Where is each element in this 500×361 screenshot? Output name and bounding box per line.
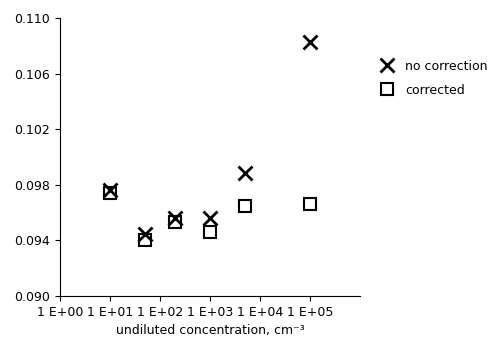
no correction xyxy=(172,216,178,220)
Y-axis label: $R_D$: $R_D$ xyxy=(0,147,4,167)
no correction xyxy=(107,187,113,192)
no correction xyxy=(307,40,313,44)
corrected xyxy=(242,204,248,209)
Line: no correction: no correction xyxy=(103,35,317,241)
Line: corrected: corrected xyxy=(104,187,316,246)
no correction xyxy=(142,232,148,236)
corrected xyxy=(307,201,313,206)
corrected xyxy=(172,220,178,225)
corrected xyxy=(142,238,148,242)
no correction xyxy=(242,171,248,175)
Legend: no correction, corrected: no correction, corrected xyxy=(372,52,495,104)
corrected xyxy=(107,191,113,195)
no correction xyxy=(207,216,213,220)
corrected xyxy=(207,230,213,234)
X-axis label: undiluted concentration, cm⁻³: undiluted concentration, cm⁻³ xyxy=(116,324,304,337)
